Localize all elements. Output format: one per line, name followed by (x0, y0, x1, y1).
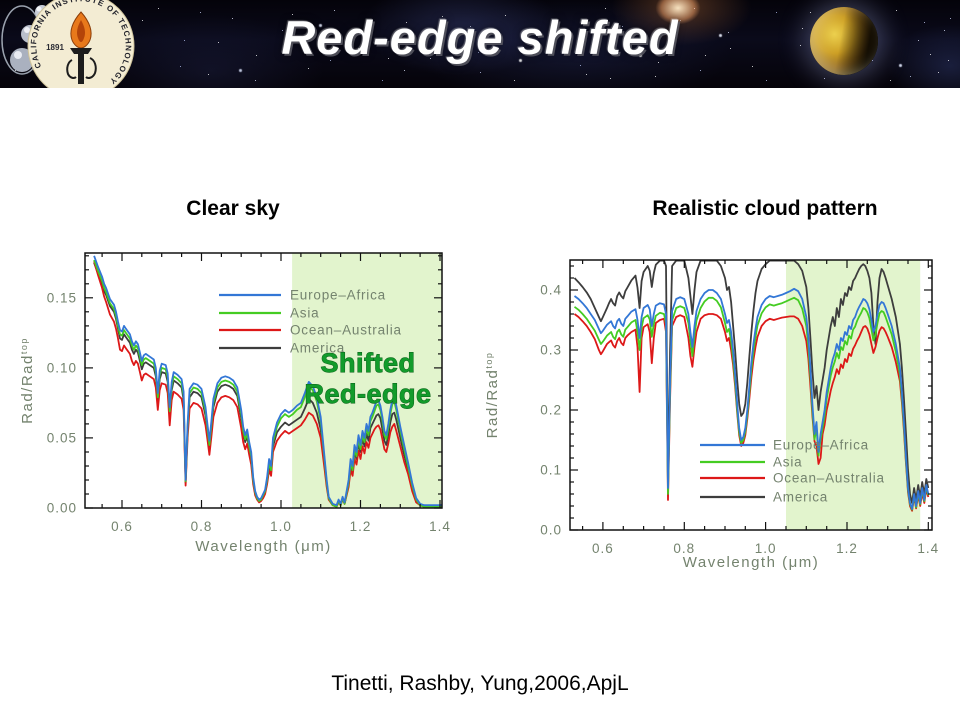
svg-text:0.10: 0.10 (47, 360, 77, 375)
series-lines (573, 260, 930, 512)
caltech-logo: CALIFORNIA INSTITUTE OF TECHNOLOGY 1891 (0, 0, 150, 88)
caltech-seal-graphic: CALIFORNIA INSTITUTE OF TECHNOLOGY 1891 (1, 0, 135, 88)
annotation-shifted-red-edge: Red-edge (304, 379, 431, 409)
svg-text:0.8: 0.8 (673, 541, 695, 556)
atom-highlight-1 (36, 6, 42, 12)
title-banner: Red-edge shifted CALIFORNIA INSTITUTE OF… (0, 0, 960, 88)
x-axis-label: Wavelength (μm) (683, 554, 819, 571)
plot-frame (84, 252, 443, 509)
series-line-asia (573, 296, 930, 511)
atom-highlight-3 (14, 51, 22, 59)
axis-ticks (85, 253, 442, 509)
svg-text:0.1: 0.1 (540, 463, 562, 478)
series-line-ocean-australia (93, 261, 442, 508)
left-chart-title: Clear sky (186, 197, 280, 220)
axis-tick-labels: 0.6 0.8 1.0 1.2 1.4 0.0 0.1 0.2 0.3 0.4 (540, 283, 939, 557)
svg-text:0.6: 0.6 (592, 541, 614, 556)
svg-text:0.05: 0.05 (47, 430, 77, 445)
legend-label-europe-africa: Europe–Africa (290, 288, 386, 303)
svg-text:0.0: 0.0 (540, 523, 562, 538)
planet-image (810, 7, 878, 75)
svg-text:1.4: 1.4 (429, 519, 451, 534)
citation: Tinetti, Rashby, Yung,2006,ApjL (331, 672, 629, 695)
svg-text:0.8: 0.8 (191, 519, 213, 534)
svg-text:0.00: 0.00 (47, 501, 77, 516)
series-line-europe-africa (573, 287, 930, 510)
shifted-red-edge-band (292, 253, 442, 508)
y-axis-label: Rad/Radtop (484, 352, 501, 439)
clear-sky-chart: 0.6 0.8 1.0 1.2 1.4 0.00 0.05 0.10 0.15 Wavelengt… (19, 252, 451, 555)
x-axis-label: Wavelength (μm) (195, 538, 331, 555)
legend-label-ocean-australia: Ocean–Australia (290, 323, 402, 338)
plot-frame (569, 259, 933, 531)
svg-text:1.2: 1.2 (350, 519, 372, 534)
svg-text:1.0: 1.0 (755, 541, 777, 556)
series-line-asia (93, 259, 442, 508)
legend-label-asia: Asia (290, 306, 319, 321)
svg-text:1.0: 1.0 (270, 519, 292, 534)
y-axis-label: Rad/Radtop (19, 337, 36, 424)
svg-text:0.4: 0.4 (540, 283, 562, 298)
legend-label-ocean-australia: Ocean–Australia (773, 471, 885, 486)
annotation-shifted-red-edge: Shifted (321, 348, 416, 378)
legend-label-america: America (773, 490, 828, 505)
right-chart-title: Realistic cloud pattern (652, 197, 878, 220)
atom-highlight-2 (24, 27, 30, 33)
torch-handle (78, 54, 84, 84)
svg-text:1.2: 1.2 (836, 541, 858, 556)
series-line-ocean-australia (573, 313, 930, 512)
series-lines (93, 255, 442, 508)
legend-label-europe-africa: Europe–Africa (773, 438, 869, 453)
left-hand (66, 59, 77, 79)
axis-ticks (570, 260, 932, 531)
legend: Europe–Africa Asia Ocean–Australia America (219, 288, 402, 356)
cloud-pattern-chart: 0.6 0.8 1.0 1.2 1.4 0.0 0.1 0.2 0.3 0.4 Wavelength… (484, 259, 939, 571)
svg-text:1.4: 1.4 (917, 541, 939, 556)
axis-tick-labels: 0.6 0.8 1.0 1.2 1.4 0.00 0.05 0.10 0.15 (47, 290, 451, 534)
seal-year: 1891 (46, 43, 64, 52)
slide-title: Red-edge shifted (281, 11, 679, 64)
svg-text:0.3: 0.3 (540, 343, 562, 358)
svg-text:0.6: 0.6 (111, 519, 133, 534)
legend-label-america: America (290, 341, 345, 356)
svg-text:0.2: 0.2 (540, 403, 562, 418)
legend-label-asia: Asia (773, 455, 802, 470)
series-line-europe-africa (93, 255, 442, 507)
torch-flame-inner (77, 20, 85, 42)
right-hand (85, 57, 97, 79)
torch-cup (70, 48, 92, 54)
svg-text:0.15: 0.15 (47, 290, 77, 305)
